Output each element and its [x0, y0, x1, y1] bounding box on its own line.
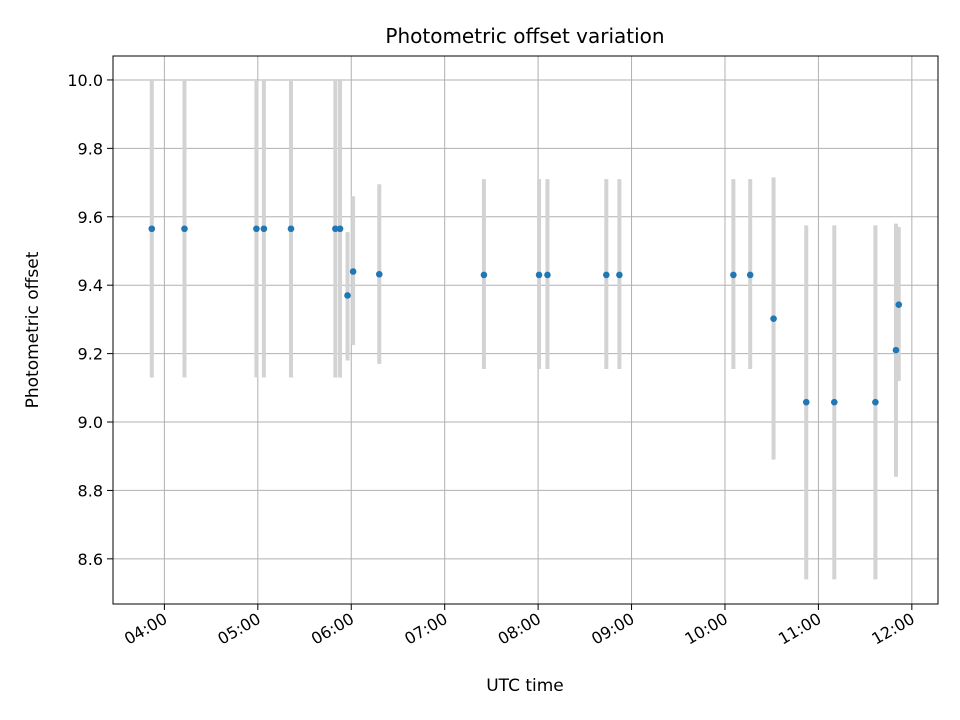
data-point	[746, 271, 754, 279]
y-tick-label: 8.6	[78, 550, 103, 569]
x-axis-label: UTC time	[486, 676, 564, 696]
x-tick-label: 04:00	[121, 609, 170, 649]
data-point	[181, 225, 188, 233]
data-point	[349, 268, 357, 275]
data-point	[287, 225, 295, 233]
data-point	[872, 398, 879, 406]
x-tick-label: 09:00	[588, 609, 637, 649]
data-point	[375, 270, 383, 278]
data-point	[336, 225, 344, 233]
y-tick-label: 9.6	[78, 208, 103, 227]
data-point	[895, 301, 903, 308]
data-point	[344, 292, 351, 299]
y-tick-label: 9.2	[78, 345, 103, 364]
x-tick-label: 10:00	[682, 609, 731, 649]
x-tick-label: 12:00	[868, 609, 917, 649]
plot-background	[113, 56, 938, 604]
data-point	[535, 271, 543, 279]
x-tick-label: 05:00	[214, 609, 263, 649]
data-point	[603, 271, 610, 279]
x-tick-label: 11:00	[775, 609, 824, 649]
data-point	[616, 271, 623, 279]
grid	[113, 56, 938, 604]
data-point	[770, 315, 777, 323]
x-axis: 04:00 05:00 06:00 07:00 08:00 09:00 10:00 11:00…	[121, 604, 918, 649]
plot-frame	[112, 55, 939, 605]
chart-title: Photometric offset variation	[385, 24, 664, 48]
data-point	[253, 225, 260, 233]
y-tick-label: 8.8	[78, 481, 103, 500]
x-tick-label: 08:00	[495, 609, 544, 649]
y-tick-label: 10.0	[67, 71, 103, 90]
y-tick-label: 9.4	[78, 276, 103, 295]
x-tick-label: 06:00	[308, 609, 357, 649]
data-point	[480, 271, 488, 279]
data-point	[148, 225, 156, 233]
data-point	[730, 271, 737, 279]
data-points	[148, 225, 903, 406]
data-point	[830, 398, 838, 406]
y-axis-label: Photometric offset	[23, 251, 43, 408]
y-axis: 8.6 8.8 9.0 9.2 9.4 9.6 9.8 10.0	[67, 71, 113, 569]
data-point	[892, 346, 900, 354]
data-point	[802, 398, 810, 406]
data-point	[260, 225, 268, 233]
data-point	[544, 271, 551, 279]
y-tick-label: 9.8	[78, 139, 103, 158]
y-tick-label: 9.0	[78, 413, 103, 432]
data-point	[332, 225, 339, 233]
x-tick-label: 07:00	[401, 609, 450, 649]
